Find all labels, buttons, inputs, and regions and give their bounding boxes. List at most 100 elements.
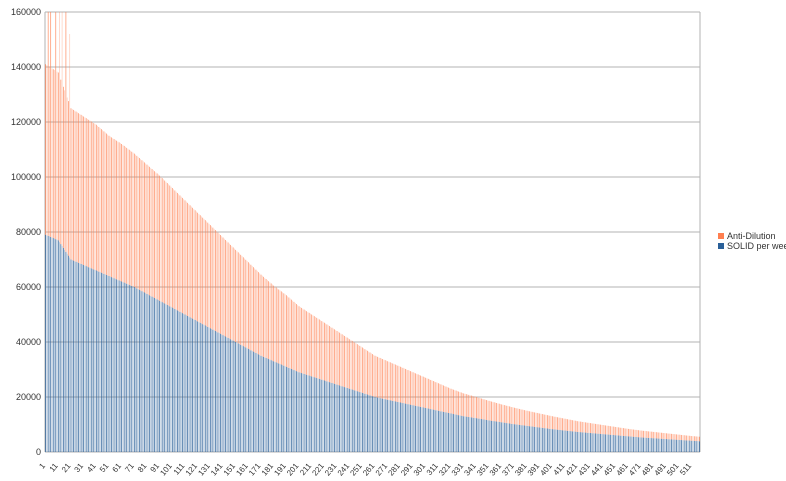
x-tick-label: 511 (678, 461, 693, 477)
bar-solid-per-week (506, 423, 508, 452)
bar-anti-dilution (79, 114, 81, 264)
bar-anti-dilution (653, 431, 655, 439)
bar-solid-per-week (242, 346, 244, 452)
bar-solid-per-week (331, 382, 333, 452)
bar-anti-dilution (394, 364, 396, 402)
bar-solid-per-week (417, 406, 419, 452)
bar-anti-dilution (173, 189, 174, 309)
bar-anti-dilution (557, 417, 558, 430)
bar-solid-per-week (657, 438, 658, 452)
bar-anti-dilution (74, 110, 76, 262)
bar-anti-dilution (117, 141, 119, 280)
bar-anti-dilution (120, 143, 121, 281)
x-tick-label: 41 (85, 461, 98, 474)
bar-solid-per-week (553, 429, 555, 452)
bar-anti-dilution (249, 263, 250, 350)
bar-anti-dilution (75, 111, 77, 262)
bar-solid-per-week (520, 425, 522, 452)
bar-solid-per-week (190, 317, 192, 452)
bar-solid-per-week (150, 295, 152, 452)
bar-solid-per-week (621, 435, 623, 452)
bar-solid-per-week (671, 439, 672, 452)
bar-solid-per-week (663, 438, 665, 452)
bar-solid-per-week (685, 440, 686, 452)
bar-solid-per-week (259, 355, 261, 452)
bar-anti-dilution (225, 239, 226, 337)
bar-anti-dilution (598, 424, 600, 434)
bar-solid-per-week (645, 437, 647, 452)
bar-solid-per-week (359, 392, 361, 452)
bar-solid-per-week (292, 369, 294, 452)
bar-solid-per-week (410, 404, 411, 452)
bar-solid-per-week (678, 439, 680, 452)
bar-solid-per-week (644, 437, 646, 452)
bar-solid-per-week (535, 427, 537, 452)
bar-anti-dilution (492, 401, 494, 421)
bar-solid-per-week (451, 413, 453, 452)
bar-anti-dilution (221, 236, 223, 335)
bar-solid-per-week (97, 271, 98, 452)
bar-solid-per-week (312, 376, 314, 452)
bar-anti-dilution (114, 139, 116, 279)
bar-solid-per-week (163, 302, 164, 452)
bar-anti-dilution (206, 221, 207, 327)
bar-solid-per-week (235, 342, 237, 452)
bar-solid-per-week (182, 313, 183, 452)
bar-anti-dilution (572, 420, 574, 432)
bar-solid-per-week (344, 387, 345, 452)
bar-anti-dilution (330, 326, 332, 383)
bar-solid-per-week (625, 436, 627, 452)
bar-anti-dilution (259, 273, 261, 356)
bar-solid-per-week (236, 342, 238, 452)
bar-solid-per-week (254, 352, 256, 452)
bar-anti-dilution (516, 408, 518, 425)
bar-solid-per-week (340, 385, 342, 452)
bar-anti-dilution (133, 153, 135, 287)
bar-anti-dilution (487, 400, 489, 421)
bar-solid-per-week (55, 239, 57, 452)
bar-solid-per-week (463, 416, 465, 452)
bar-anti-dilution (78, 113, 79, 263)
bar-anti-dilution (116, 140, 117, 280)
bar-solid-per-week (538, 427, 539, 452)
bar-solid-per-week (206, 326, 207, 452)
bar-solid-per-week (74, 261, 76, 452)
bar-solid-per-week (184, 314, 186, 452)
bar-solid-per-week (483, 419, 485, 452)
bar-anti-dilution (112, 138, 114, 278)
bar-solid-per-week (98, 271, 100, 452)
bar-solid-per-week (365, 394, 367, 452)
bar-anti-dilution (353, 341, 354, 390)
bar-solid-per-week (557, 429, 558, 452)
bar-solid-per-week (505, 422, 506, 452)
bar-solid-per-week (173, 308, 174, 452)
bar-anti-dilution (529, 411, 530, 427)
bar-anti-dilution (484, 399, 486, 420)
bar-anti-dilution (439, 383, 440, 412)
bar-anti-dilution (258, 272, 259, 355)
bar-solid-per-week (600, 433, 601, 452)
bar-anti-dilution (662, 432, 663, 439)
bar-solid-per-week (530, 426, 532, 452)
bar-solid-per-week (393, 401, 395, 452)
bar-anti-dilution (303, 309, 305, 374)
bar-anti-dilution (420, 375, 421, 407)
bar-solid-per-week (508, 423, 510, 452)
bar-solid-per-week (307, 375, 309, 452)
bar-solid-per-week (487, 420, 489, 452)
bar-anti-dilution (508, 406, 510, 424)
bar-solid-per-week (619, 435, 620, 452)
bar-anti-dilution (358, 345, 359, 392)
bar-solid-per-week (611, 434, 613, 452)
bar-solid-per-week (569, 431, 571, 452)
bar-anti-dilution (593, 423, 595, 434)
bar-solid-per-week (320, 379, 321, 452)
bar-solid-per-week (624, 435, 625, 452)
bar-anti-dilution (609, 426, 610, 435)
bar-solid-per-week (514, 424, 515, 452)
legend: Anti-Dilution SOLID per week (718, 231, 786, 251)
bar-anti-dilution (398, 366, 400, 403)
bar-solid-per-week (383, 398, 385, 452)
bar-anti-dilution (274, 286, 276, 362)
bar-solid-per-week (222, 335, 224, 452)
